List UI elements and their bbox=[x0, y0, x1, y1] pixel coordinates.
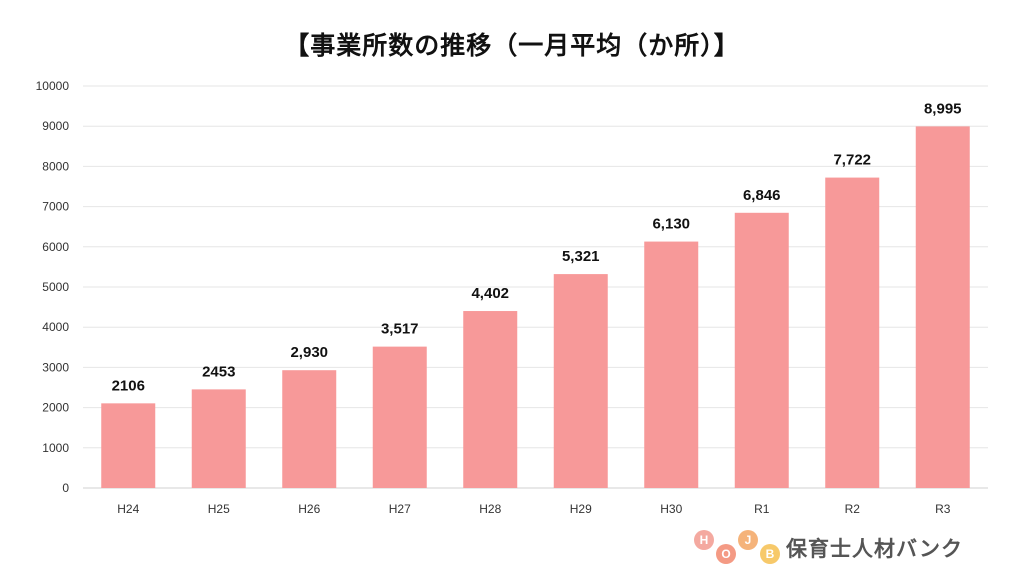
logo-letter-o: O bbox=[716, 544, 736, 564]
bar bbox=[372, 346, 427, 488]
data-label: 8,995 bbox=[924, 100, 962, 117]
brand-logo: H O J B 保育士人材バンク bbox=[690, 528, 990, 568]
x-tick-label: H24 bbox=[117, 502, 139, 516]
bar bbox=[191, 389, 246, 488]
data-label: 2,930 bbox=[290, 344, 328, 361]
y-tick-label: 9000 bbox=[42, 119, 69, 133]
data-label: 3,517 bbox=[381, 321, 419, 338]
x-tick-label: H29 bbox=[570, 502, 592, 516]
bar bbox=[282, 370, 337, 488]
x-tick-label: R1 bbox=[754, 502, 770, 516]
x-tick-label: H27 bbox=[389, 502, 411, 516]
x-tick-label: H28 bbox=[479, 502, 501, 516]
bar bbox=[463, 311, 518, 488]
data-label: 6,130 bbox=[652, 216, 690, 233]
y-tick-label: 8000 bbox=[42, 159, 69, 173]
y-tick-label: 7000 bbox=[42, 200, 69, 214]
x-tick-label: R2 bbox=[845, 502, 861, 516]
y-tick-label: 1000 bbox=[42, 441, 69, 455]
y-tick-label: 4000 bbox=[42, 320, 69, 334]
y-tick-label: 0 bbox=[62, 481, 69, 495]
y-tick-label: 6000 bbox=[42, 240, 69, 254]
x-tick-label: R3 bbox=[935, 502, 951, 516]
data-label: 5,321 bbox=[562, 248, 600, 265]
data-label: 7,722 bbox=[833, 152, 871, 169]
bar bbox=[553, 274, 608, 488]
bar bbox=[101, 403, 156, 488]
x-tick-label: H25 bbox=[208, 502, 230, 516]
data-label: 2453 bbox=[202, 363, 235, 380]
data-label: 6,846 bbox=[743, 187, 781, 204]
y-tick-label: 5000 bbox=[42, 280, 69, 294]
chart-title: 【事業所数の推移（一月平均（か所）】 bbox=[284, 31, 740, 60]
data-label: 4,402 bbox=[471, 285, 509, 302]
logo-text: 保育士人材バンク bbox=[786, 537, 964, 561]
data-label: 2106 bbox=[112, 377, 145, 394]
bar bbox=[825, 177, 880, 488]
x-tick-label: H30 bbox=[660, 502, 682, 516]
hojb-logo-mark: H O J B bbox=[690, 528, 786, 568]
logo-letter-j: J bbox=[738, 530, 758, 550]
bar bbox=[915, 126, 970, 488]
y-tick-label: 3000 bbox=[42, 360, 69, 374]
logo-letter-h: H bbox=[694, 530, 714, 550]
logo-letter-b: B bbox=[760, 544, 780, 564]
y-tick-label: 10000 bbox=[36, 79, 70, 93]
x-tick-label: H26 bbox=[298, 502, 320, 516]
bar bbox=[734, 212, 789, 488]
y-tick-label: 2000 bbox=[42, 401, 69, 415]
bar bbox=[644, 241, 699, 488]
